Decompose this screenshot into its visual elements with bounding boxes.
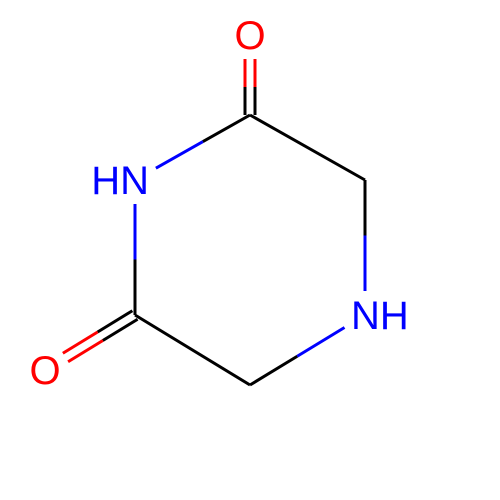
bond-line	[63, 332, 98, 353]
molecule-diagram: NH HN O O	[0, 0, 500, 500]
bond-line	[135, 315, 250, 385]
bond-line	[156, 142, 203, 169]
bond-line	[68, 341, 103, 362]
bond-line	[250, 115, 365, 180]
nitrogen-label: HN	[91, 159, 149, 203]
oxygen-label: O	[29, 349, 60, 393]
bond-line	[203, 115, 250, 142]
oxygen-label: O	[234, 14, 265, 58]
nitrogen-label: NH	[351, 294, 409, 338]
bond-line	[297, 327, 344, 356]
bond-line	[98, 311, 133, 332]
bond-line	[250, 356, 297, 385]
bond-line	[103, 319, 138, 340]
